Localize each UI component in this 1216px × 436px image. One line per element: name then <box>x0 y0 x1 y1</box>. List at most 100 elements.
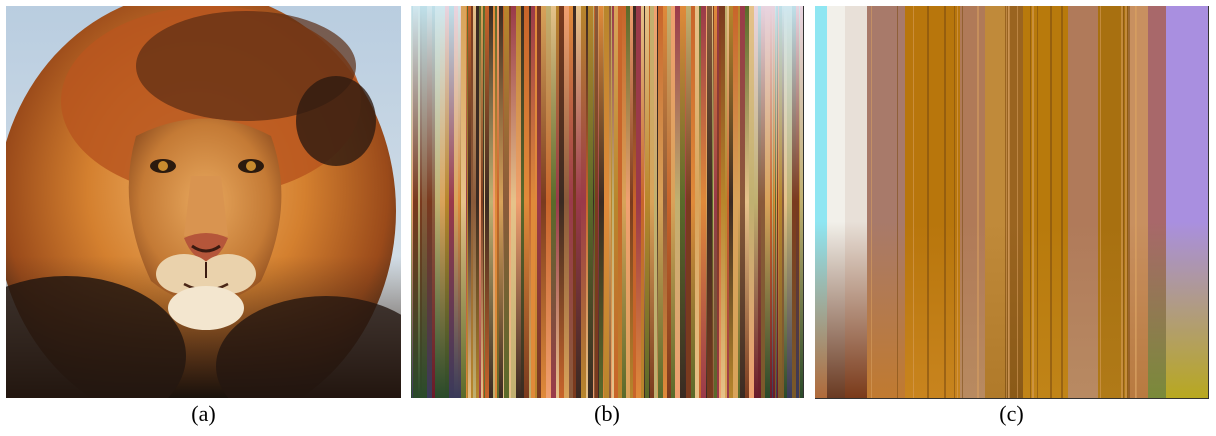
streak <box>740 6 745 398</box>
streak <box>524 6 529 398</box>
band-image-c <box>815 6 1209 399</box>
streak <box>758 6 761 398</box>
streak <box>479 6 481 398</box>
band-line <box>1050 6 1052 398</box>
band-line <box>1123 6 1124 398</box>
streak <box>476 6 479 398</box>
streak <box>782 6 784 398</box>
streak <box>581 6 586 398</box>
streak <box>467 6 468 398</box>
streak <box>440 6 445 398</box>
streak <box>770 6 772 398</box>
streak <box>680 6 685 398</box>
streak <box>761 6 765 398</box>
streak <box>541 6 546 398</box>
streak <box>713 6 714 398</box>
band <box>1148 6 1166 398</box>
streak <box>468 6 471 398</box>
streak <box>774 6 775 398</box>
band-line <box>1017 6 1018 398</box>
streak <box>614 6 618 398</box>
streak <box>411 6 412 398</box>
band <box>827 6 845 398</box>
streak <box>432 6 435 398</box>
band <box>960 6 985 398</box>
streak <box>413 6 418 398</box>
streak <box>645 6 649 398</box>
streak <box>701 6 706 398</box>
streak <box>481 6 483 398</box>
band-line <box>1037 6 1038 398</box>
streak <box>618 6 622 398</box>
streak <box>556 6 559 398</box>
streak <box>418 6 420 398</box>
streak <box>531 6 535 398</box>
band-line <box>957 6 958 398</box>
streak <box>712 6 713 398</box>
band <box>845 6 867 398</box>
streak <box>636 6 641 398</box>
streak <box>733 6 738 398</box>
streak <box>749 6 754 398</box>
streak <box>784 6 787 398</box>
streak <box>435 6 440 398</box>
streak <box>460 6 461 398</box>
streak <box>675 6 680 398</box>
vertical-streak-pattern <box>411 6 803 398</box>
streak <box>509 6 511 398</box>
streak <box>644 6 645 398</box>
streak <box>427 6 432 398</box>
streak <box>497 6 499 398</box>
streak <box>799 6 800 398</box>
band <box>985 6 1005 398</box>
streak <box>745 6 749 398</box>
streak <box>484 6 485 398</box>
streak <box>516 6 521 398</box>
streak <box>485 6 489 398</box>
streak <box>609 6 611 398</box>
streak <box>471 6 473 398</box>
band <box>905 6 960 398</box>
streak <box>654 6 657 398</box>
band <box>1128 6 1148 398</box>
streak <box>412 6 413 398</box>
streak <box>458 6 460 398</box>
streak <box>663 6 667 398</box>
streak <box>612 6 614 398</box>
band-line <box>1032 6 1034 398</box>
streak <box>511 6 516 398</box>
streak <box>461 6 466 398</box>
band-line <box>944 6 946 398</box>
band-line <box>1030 6 1031 398</box>
streak <box>658 6 663 398</box>
streak <box>707 6 712 398</box>
band-line <box>1129 6 1130 398</box>
streak <box>649 6 650 398</box>
streak <box>569 6 573 398</box>
streak-image-b <box>411 6 804 398</box>
streak <box>622 6 626 398</box>
streak <box>657 6 658 398</box>
streak <box>595 6 598 398</box>
band-line <box>927 6 929 398</box>
band-line <box>1008 6 1009 398</box>
band-line <box>1100 6 1101 398</box>
streak <box>667 6 671 398</box>
streak <box>706 6 707 398</box>
streak <box>772 6 773 398</box>
lion-illustration <box>6 6 401 398</box>
band-line <box>897 6 898 398</box>
streak <box>537 6 541 398</box>
streak <box>603 6 604 398</box>
band-line <box>871 6 872 398</box>
streak <box>564 6 569 398</box>
streak <box>495 6 497 398</box>
streak <box>776 6 777 398</box>
caption-a: (a) <box>191 401 216 426</box>
streak <box>729 6 733 398</box>
caption-b: (b) <box>594 401 620 426</box>
band-line <box>1006 6 1007 398</box>
streak <box>714 6 717 398</box>
streak <box>489 6 493 398</box>
streak <box>483 6 484 398</box>
